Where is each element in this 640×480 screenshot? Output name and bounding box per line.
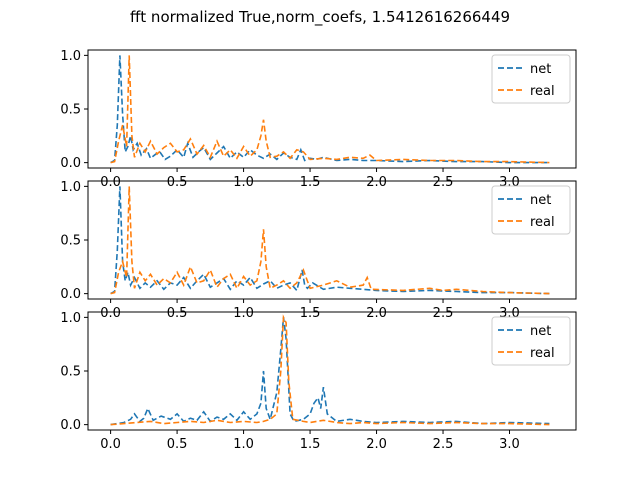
legend-label-net: net [530,62,551,77]
legend-label-net: net [530,324,551,339]
x-tick-label: 2.0 [366,306,387,321]
x-tick-label: 1.0 [233,437,254,452]
x-tick-label: 0.5 [167,175,188,190]
legend-box [491,185,571,235]
legend-box [491,54,571,104]
y-tick-label: 0.0 [60,418,81,433]
legend-label-net: net [530,193,551,208]
y-tick-label: 1.0 [60,49,81,64]
x-tick-label: 2.0 [366,437,387,452]
legend: net real [491,185,571,235]
legend-label-real: real [530,215,555,230]
series-line-net [110,186,550,295]
y-tick-label: 0.0 [60,156,81,171]
y-tick-label: 0.5 [60,234,81,249]
legend-label-real: real [530,346,555,361]
series-line-real [110,186,550,295]
subplot-3: 0.0 0.5 1.0 1.5 2.0 2.5 3.0 0.0 0.5 1.0 net real [60,311,577,452]
x-tick-label: 1.5 [300,437,321,452]
x-tick-label: 0.0 [100,437,121,452]
y-tick-label: 0.5 [60,103,81,118]
x-tick-label: 0.5 [167,306,188,321]
y-tick-label: 0.0 [60,287,81,302]
legend-label-real: real [530,84,555,99]
legend-box [491,316,571,366]
subplots: 0.0 0.5 1.0 1.5 2.0 2.5 3.00.00.51.0netreal0.0… [60,49,577,452]
y-tick-label: 1.0 [60,311,81,326]
x-tick-label: 1.5 [300,175,321,190]
series-line-real [110,55,550,164]
x-tick-label: 1.5 [300,306,321,321]
x-tick-label: 1.0 [233,306,254,321]
legend: net real [491,316,571,366]
x-tick-label: 2.5 [433,306,454,321]
legend: net real [491,54,571,104]
y-tick-label: 0.5 [60,365,81,380]
series-line-net [110,55,550,164]
x-tick-label: 2.5 [433,437,454,452]
x-tick-label: 0.0 [100,175,121,190]
x-tick-label: 0.0 [100,306,121,321]
x-tick-label: 2.5 [433,175,454,190]
x-tick-label: 2.0 [366,175,387,190]
x-tick-label: 0.5 [167,437,188,452]
series-line-real [110,314,550,426]
series-line-net [110,317,550,426]
x-tick-label: 3.0 [499,437,520,452]
figure-title: fft normalized True,norm_coefs, 1.541261… [130,8,510,27]
x-tick-label: 1.0 [233,175,254,190]
y-tick-label: 1.0 [60,180,81,195]
